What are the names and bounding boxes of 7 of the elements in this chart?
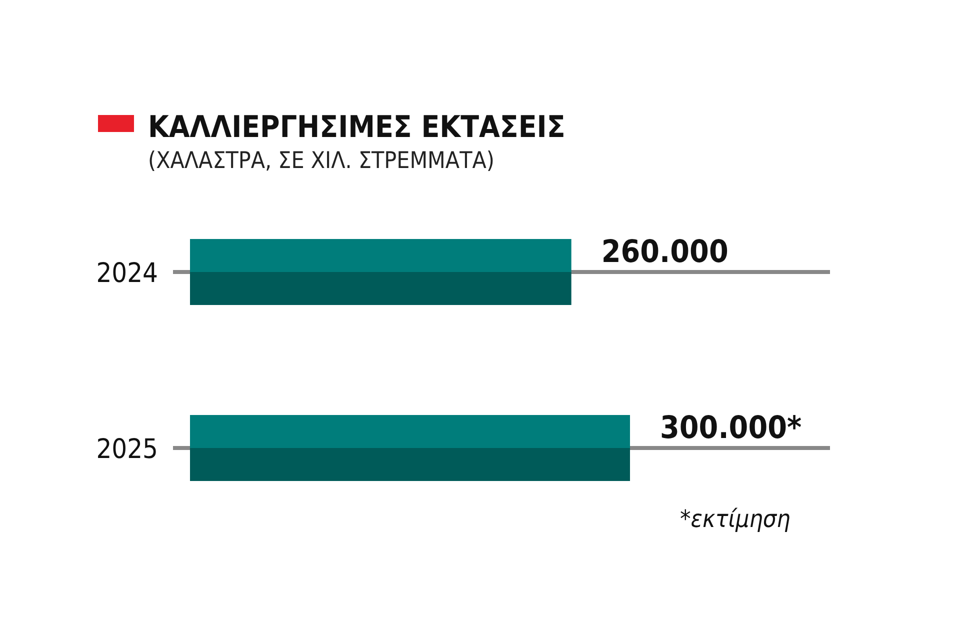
y-tick-label: 2025: [96, 434, 158, 465]
text: *εκτίμηση: [680, 505, 790, 533]
data-label: 300.000*: [660, 410, 802, 446]
chart-title: ΚΑΛΛΙΕΡΓΗΣΙΜΕΣ ΕΚΤΑΣΕΙΣ: [148, 110, 566, 145]
data-label: 260.000: [601, 234, 728, 270]
chart-subtitle: (ΧΑΛΑΣΤΡΑ, ΣΕ ΧΙΛ. ΣΤΡΕΜΜΑΤΑ): [148, 148, 494, 174]
y-tick-label: 2024: [96, 258, 158, 289]
